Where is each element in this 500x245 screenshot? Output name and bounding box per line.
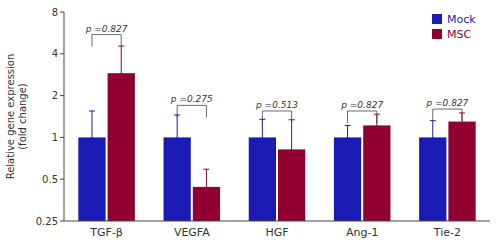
error-bar-cap	[459, 131, 465, 132]
y-tick-label: 0.25	[36, 216, 58, 227]
error-bar	[345, 125, 351, 152]
y-tick	[60, 12, 64, 13]
significance-bracket	[433, 109, 462, 121]
p-value: p =0.827	[425, 98, 468, 108]
y-tick-label: 1	[52, 132, 58, 143]
legend-label: Mock	[447, 13, 476, 26]
error-bar-stem	[262, 119, 263, 163]
y-axis-label-line: (fold change)	[17, 83, 28, 150]
y-axis-line	[64, 12, 65, 221]
y-tick-label: 8	[52, 7, 58, 18]
bar	[363, 125, 390, 221]
error-bar-stem	[177, 115, 178, 173]
y-axis-label: Relative gene expression(fold change)	[5, 54, 28, 180]
p-value: p =0.513	[255, 100, 298, 110]
error-bar-cap	[430, 160, 436, 161]
error-bar-stem	[291, 120, 292, 210]
x-axis-line	[64, 221, 490, 222]
y-tick	[60, 179, 64, 180]
plot-area	[78, 46, 475, 221]
significance-bracket	[348, 111, 377, 123]
error-bar	[118, 46, 124, 124]
error-bar-cap	[89, 185, 95, 186]
x-tick-label: VEGFA	[174, 226, 210, 239]
x-tick-label: Ang-1	[346, 226, 378, 239]
error-bar-cap	[89, 110, 95, 111]
bar	[448, 122, 475, 221]
p-value: p =0.827	[340, 100, 383, 110]
error-bar-cap	[374, 139, 380, 140]
error-bar-cap	[174, 173, 180, 174]
error-bar-cap	[203, 169, 209, 170]
x-tick-label: HGF	[265, 226, 288, 239]
error-bar	[289, 120, 295, 210]
legend-label: MSC	[447, 28, 471, 41]
significance-bracket	[92, 35, 121, 47]
y-tick-label: 0.5	[42, 174, 58, 185]
error-bar	[259, 119, 265, 163]
error-bar-stem	[432, 121, 433, 161]
y-tick	[60, 53, 64, 54]
y-axis-label-line: Relative gene expression	[5, 54, 16, 180]
error-bar	[89, 111, 95, 186]
chart: 0.25 0.5 1 2 4 8 TGF-β VEGFA HGF Ang-1 Tie-2 Relati…	[0, 0, 500, 245]
x-tick-label: TGF-β	[89, 226, 123, 239]
legend: Mock MSC	[432, 13, 476, 41]
legend-swatch	[432, 29, 442, 39]
legend-swatch	[432, 14, 442, 24]
error-bar	[430, 121, 436, 161]
error-bar-cap	[118, 123, 124, 124]
error-bar-stem	[121, 46, 122, 124]
y-tick	[60, 221, 64, 222]
error-bar-cap	[259, 163, 265, 164]
significance-bracket	[177, 105, 206, 117]
error-bar-stem	[206, 169, 207, 212]
y-tick	[60, 95, 64, 96]
error-bar-stem	[91, 111, 92, 186]
error-bar-cap	[345, 152, 351, 153]
y-tick-label: 4	[52, 48, 58, 59]
error-bar-cap	[289, 210, 295, 211]
y-tick-label: 2	[52, 90, 58, 101]
error-bar-cap	[203, 212, 209, 213]
p-value: p =0.827	[85, 24, 128, 34]
p-value: p =0.275	[170, 94, 213, 104]
error-bar-stem	[347, 125, 348, 152]
significance-bracket	[262, 111, 291, 123]
x-tick-label: Tie-2	[433, 226, 461, 239]
error-bar-cap	[345, 125, 351, 126]
y-tick	[60, 137, 64, 138]
error-bar	[203, 169, 209, 212]
error-bar	[174, 115, 180, 173]
